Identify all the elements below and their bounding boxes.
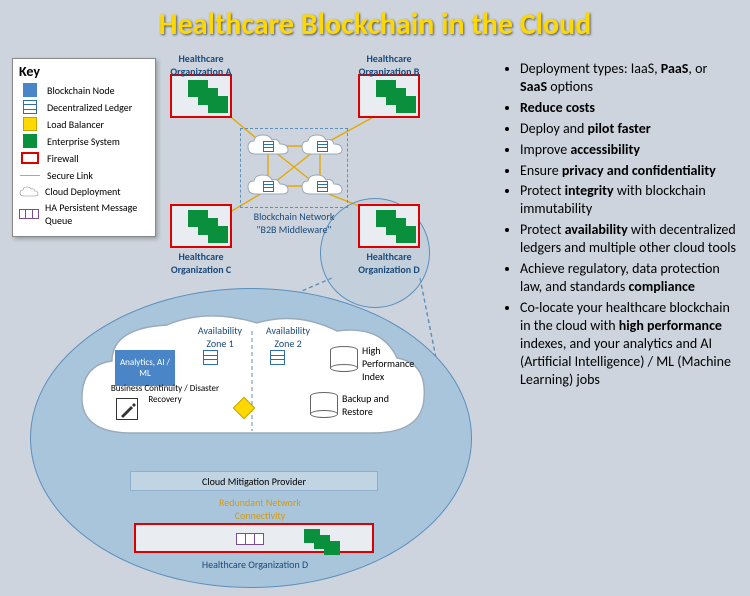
org-b bbox=[358, 74, 420, 118]
org-c bbox=[170, 204, 232, 248]
org-a bbox=[170, 74, 232, 118]
org-d bbox=[358, 204, 420, 248]
org-b-label: Healthcare Organization B bbox=[344, 52, 434, 78]
net-cloud-1 bbox=[246, 132, 290, 160]
az2-label: Availability Zone 2 bbox=[258, 324, 318, 350]
az2-ledger bbox=[270, 350, 285, 365]
bullet-item: Deploy and pilot faster bbox=[520, 120, 736, 138]
hpi-cylinder bbox=[330, 346, 358, 372]
diagram: Healthcare Organization A Healthcare Org… bbox=[0, 48, 510, 596]
hpi-label: High Performance Index bbox=[362, 344, 418, 383]
bullet-item: Protect availability with decentralized … bbox=[520, 221, 736, 257]
bullet-item: Achieve regulatory, data protection law,… bbox=[520, 260, 736, 296]
org-d-detail-label: Healthcare Organization D bbox=[180, 558, 330, 571]
org-d-detail bbox=[134, 523, 374, 553]
cloud-mitigation-provider: Cloud Mitigation Provider bbox=[130, 471, 378, 491]
redundant-label: Redundant Network Connectivity bbox=[200, 496, 320, 522]
backup-label: Backup and Restore bbox=[342, 392, 392, 418]
bullet-item: Deployment types: IaaS, PaaS, or SaaS op… bbox=[520, 60, 736, 96]
mq-icon bbox=[236, 533, 264, 545]
network-label: Blockchain Network"B2B Middleware" bbox=[238, 210, 350, 236]
org-a-label: Healthcare Organization A bbox=[156, 52, 246, 78]
net-cloud-2 bbox=[300, 132, 344, 160]
org-d-label: Healthcare Organization D bbox=[344, 250, 434, 276]
backup-cylinder bbox=[310, 392, 338, 418]
bullet-item: Ensure privacy and confidentiality bbox=[520, 162, 736, 180]
net-cloud-4 bbox=[300, 172, 344, 200]
page-title: Healthcare Blockchain in the Cloud bbox=[0, 6, 750, 43]
bullet-item: Reduce costs bbox=[520, 99, 736, 117]
bullet-item: Co-locate your healthcare blockchain in … bbox=[520, 299, 736, 389]
net-cloud-3 bbox=[246, 172, 290, 200]
bullet-item: Improve accessibility bbox=[520, 141, 736, 159]
bullet-list: Deployment types: IaaS, PaaS, or SaaS op… bbox=[506, 60, 736, 391]
org-c-label: Healthcare Organization C bbox=[156, 250, 246, 276]
bullet-item: Protect integrity with blockchain immuta… bbox=[520, 182, 736, 218]
bcdr-label: Business Continuity / Disaster Recovery bbox=[110, 383, 220, 405]
analytics-box: Analytics, AI / ML bbox=[115, 350, 175, 386]
az1-ledger bbox=[203, 350, 218, 365]
az1-label: Availability Zone 1 bbox=[190, 324, 250, 350]
